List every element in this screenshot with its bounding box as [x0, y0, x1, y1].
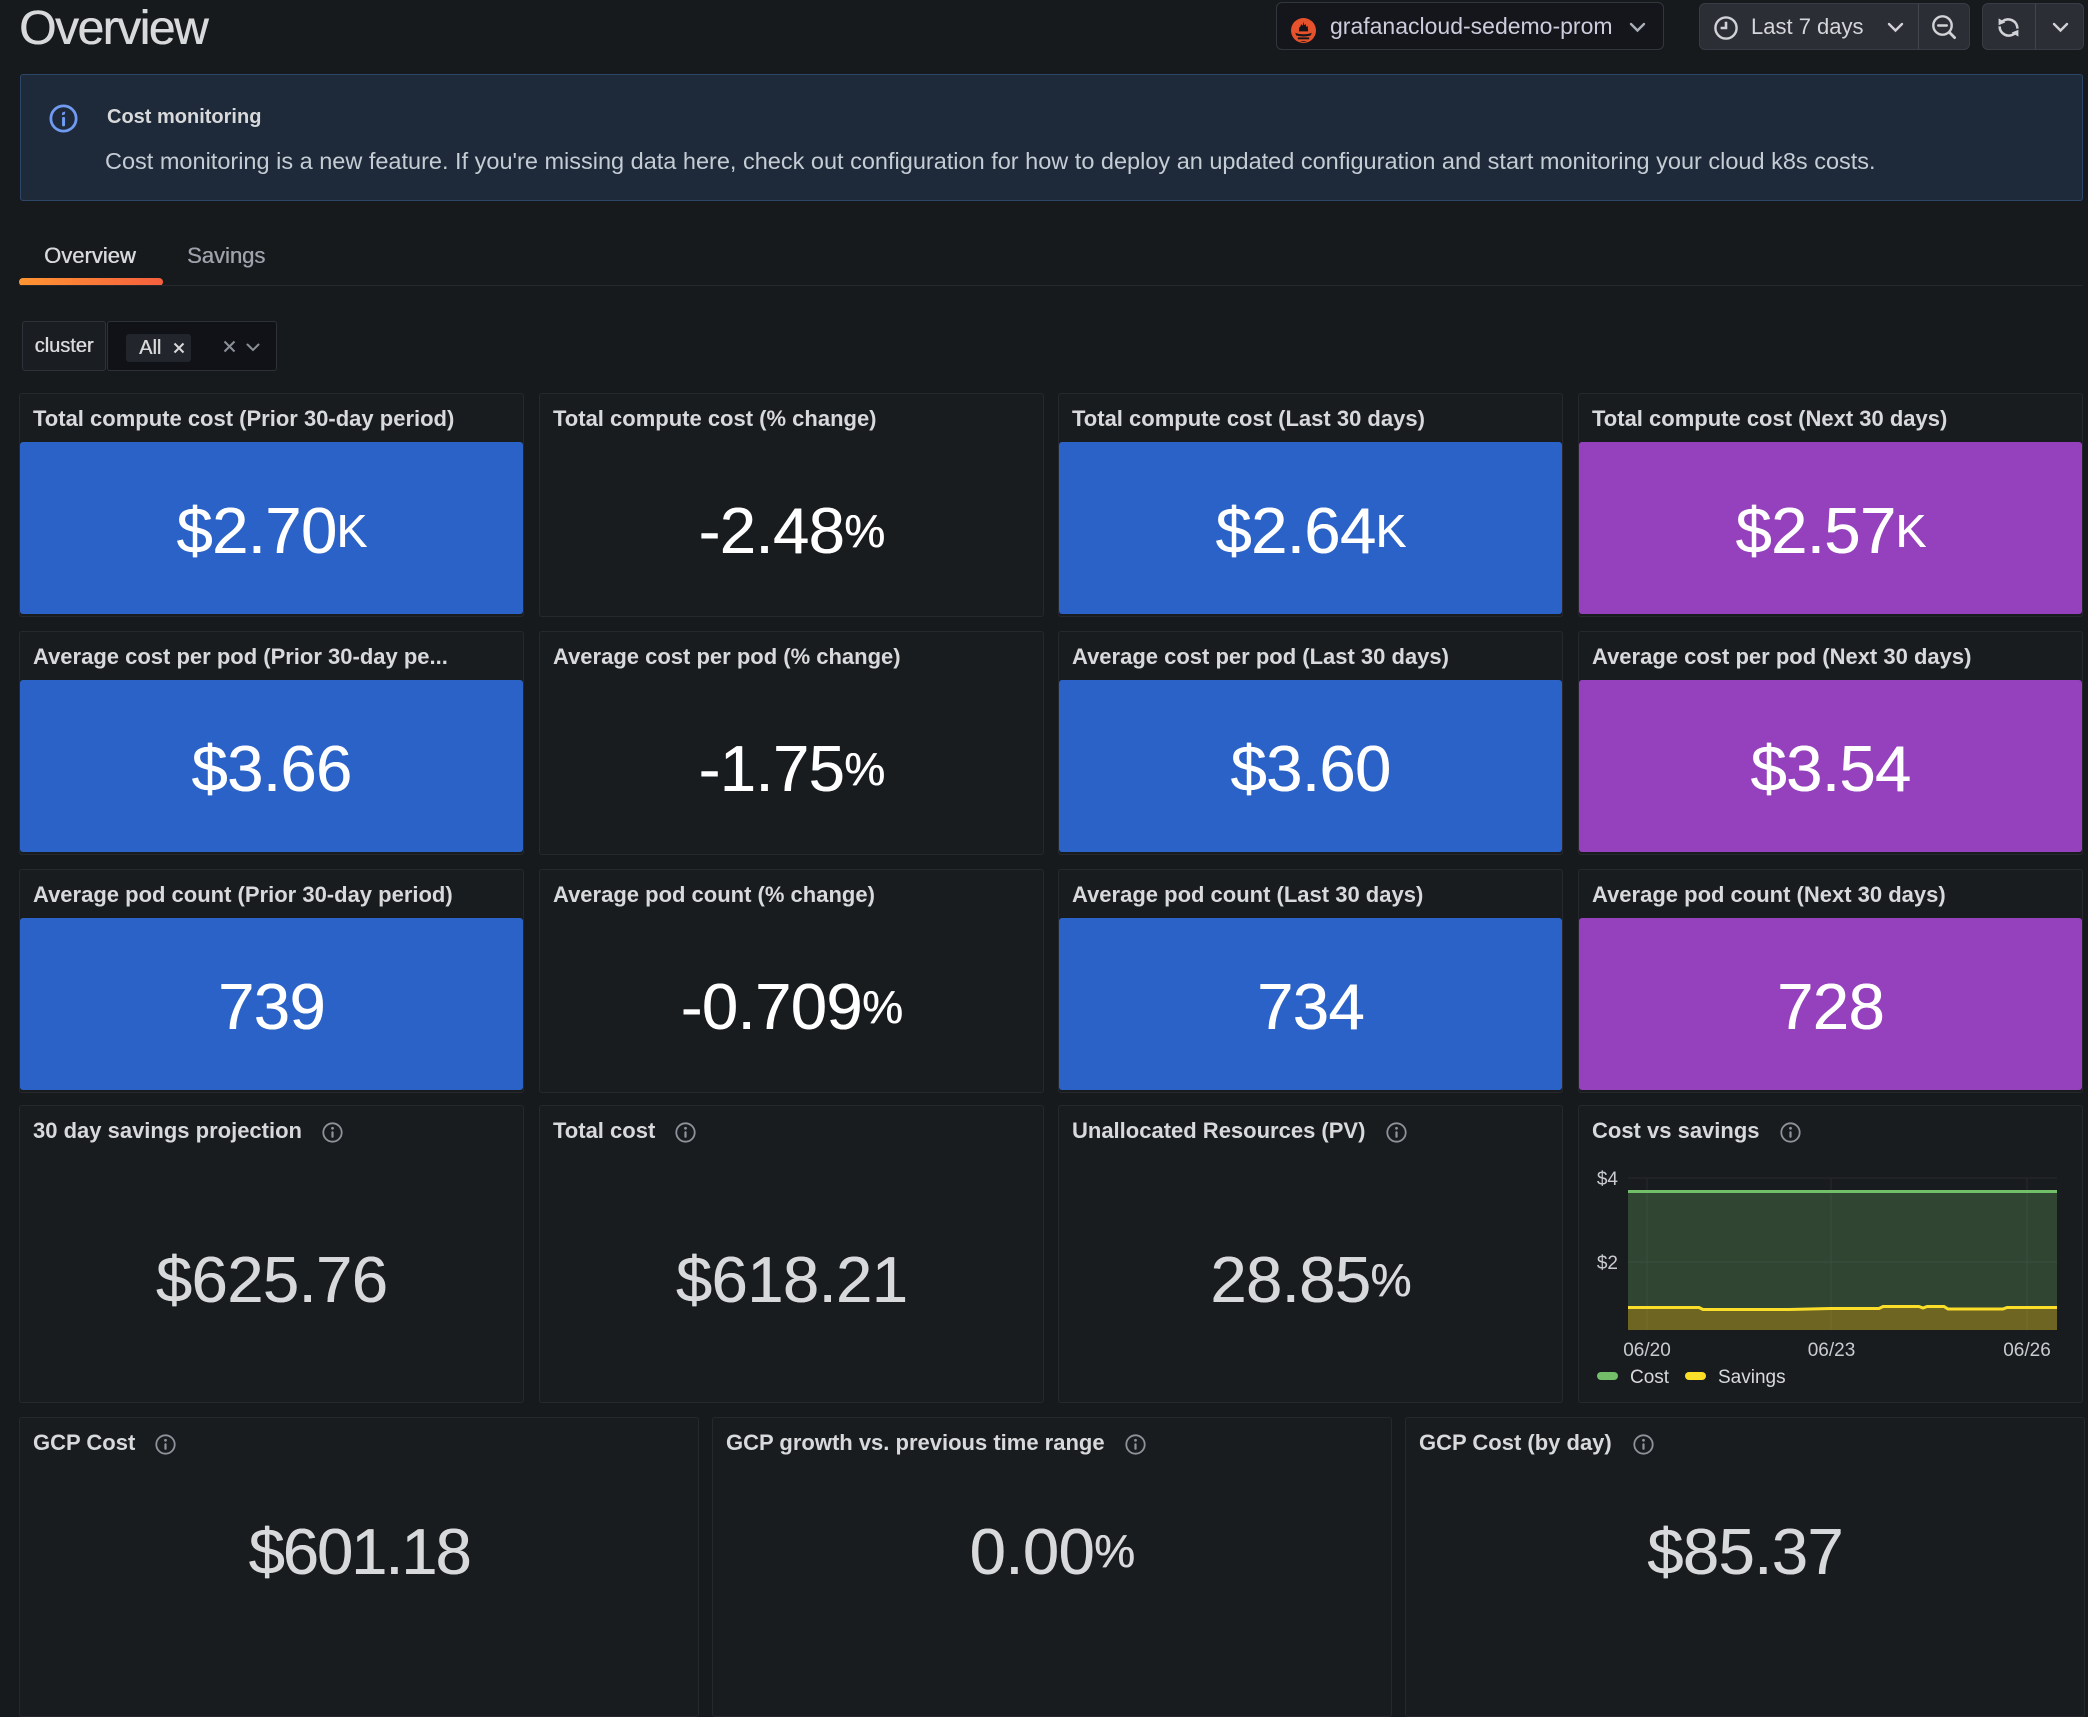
svg-text:06/23: 06/23 — [1808, 1340, 1856, 1361]
svg-text:$4: $4 — [1597, 1169, 1619, 1190]
svg-text:Cost: Cost — [1630, 1367, 1670, 1388]
svg-text:06/26: 06/26 — [2003, 1340, 2051, 1361]
svg-text:Savings: Savings — [1718, 1367, 1786, 1388]
svg-text:06/20: 06/20 — [1623, 1340, 1671, 1361]
svg-text:$2: $2 — [1597, 1253, 1618, 1274]
